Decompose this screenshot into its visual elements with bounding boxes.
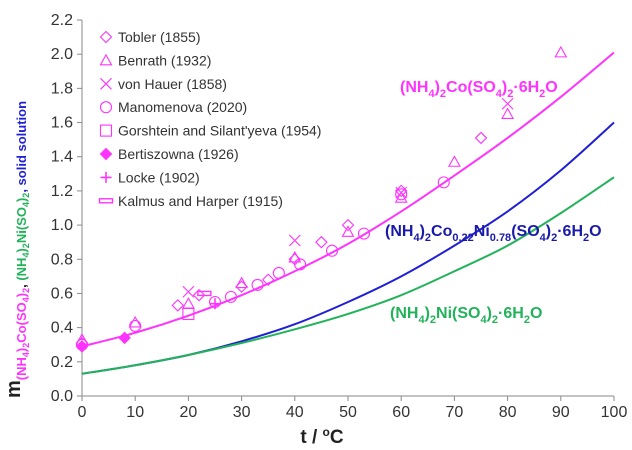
x-marker [100, 77, 112, 90]
dash-marker [98, 198, 114, 204]
triangle-marker [394, 191, 408, 203]
x-marker [288, 234, 301, 247]
y-tick-label: 1.0 [51, 217, 73, 234]
legend-entry-label: Kalmus and Harper (1915) [118, 193, 283, 209]
curve-magenta [81, 51, 615, 348]
plus-marker [209, 298, 221, 310]
legend-entry-label: Bertiszowna (1926) [118, 146, 239, 162]
y-tick-label: 0.6 [51, 285, 73, 302]
legend-entry-label: Tobler (1855) [118, 29, 201, 45]
circle-marker [357, 227, 371, 240]
x-tick-label: 10 [126, 404, 144, 421]
y-tick-label: 2.0 [51, 46, 73, 63]
triangle-marker [235, 276, 249, 289]
x-tick-label: 90 [552, 404, 570, 421]
annotation-solid-solution: (NH4)2Co0.22Ni0.78(SO4)2·6H2O [385, 223, 602, 244]
triangle-marker [501, 107, 515, 119]
triangle-marker [181, 297, 195, 309]
x-tick-label: 40 [286, 404, 304, 421]
y-tick-label: 2.2 [51, 12, 73, 29]
ticks: 0 10 20 30 40 50 60 70 80 90 100 0.0 0.2 0.4 0.6 0.8 1.0… [51, 12, 628, 421]
square-marker [99, 124, 113, 137]
legend-entry-label: Benrath (1932) [118, 52, 211, 68]
square-marker [182, 307, 195, 321]
triangle-marker [128, 315, 142, 328]
plus-marker [100, 171, 112, 183]
circle-marker [99, 101, 113, 114]
triangle-marker [447, 155, 461, 167]
circle-marker [251, 278, 264, 291]
legend: Tobler (1855) Benrath (1932) von Hauer (18… [98, 29, 321, 209]
y-tick-label: 0.4 [51, 320, 73, 337]
triangle-marker [341, 225, 355, 237]
y-tick-label: 1.4 [51, 149, 73, 166]
circle-marker [395, 188, 408, 201]
annotation-ni-hydrate: (NH4)2Ni(SO4)2·6H2O [390, 305, 542, 326]
diamond-marker [192, 288, 206, 302]
filled-diamond-marker [99, 147, 113, 161]
circle-marker [325, 244, 339, 257]
legend-entry-label: Gorshtein and Silant'yeva (1954) [118, 123, 321, 139]
diamond-marker [235, 280, 248, 293]
triangle-marker [99, 53, 113, 66]
diamond-marker [341, 218, 355, 232]
annotation-co-hydrate: (NH4)2Co(SO4)2·6H2O [400, 79, 558, 100]
circle-marker [129, 319, 142, 332]
curve-green [81, 176, 615, 375]
y-axis-title: m(NH4)2Co(SO4)2, (NH4)2Ni(SO4)2, solid s… [3, 101, 31, 398]
x-tick-label: 80 [499, 404, 517, 421]
x-tick-label: 60 [392, 404, 410, 421]
x-tick-label: 100 [601, 404, 628, 421]
y-tick-label: 1.8 [51, 80, 73, 97]
scatter-points [75, 45, 568, 353]
y-tick-label: 0.8 [51, 251, 73, 268]
curves [81, 51, 615, 375]
x-axis-title: t / oC [300, 425, 344, 448]
dash-marker [197, 290, 212, 297]
circle-marker [272, 266, 285, 279]
diamond-marker [171, 299, 185, 312]
x-marker [501, 97, 514, 110]
y-tick-label: 1.2 [51, 183, 73, 200]
x-marker [182, 285, 195, 298]
filled-diamond-marker [75, 340, 89, 353]
circle-marker [294, 258, 307, 271]
legend-entry-label: von Hauer (1858) [118, 76, 227, 92]
circle-marker [224, 290, 238, 303]
x-tick-label: 20 [180, 404, 198, 421]
x-tick-label: 50 [339, 404, 357, 421]
legend-entry-label: Locke (1902) [118, 169, 200, 185]
x-tick-label: 70 [446, 404, 464, 421]
x-tick-label: 30 [233, 404, 251, 421]
x-tick-label: 0 [78, 404, 87, 421]
x-marker [395, 186, 408, 199]
y-tick-label: 1.6 [51, 115, 73, 132]
diamond-marker [261, 273, 275, 287]
circle-marker [437, 176, 450, 189]
filled-diamond-marker [118, 331, 131, 345]
legend-entry-label: Manomenova (2020) [118, 99, 247, 115]
diamond-marker [99, 30, 113, 44]
y-tick-label: 0.0 [51, 388, 73, 405]
triangle-marker [554, 45, 568, 58]
diamond-marker [315, 235, 328, 249]
y-tick-label: 0.2 [51, 354, 73, 371]
diamond-marker [474, 131, 488, 145]
